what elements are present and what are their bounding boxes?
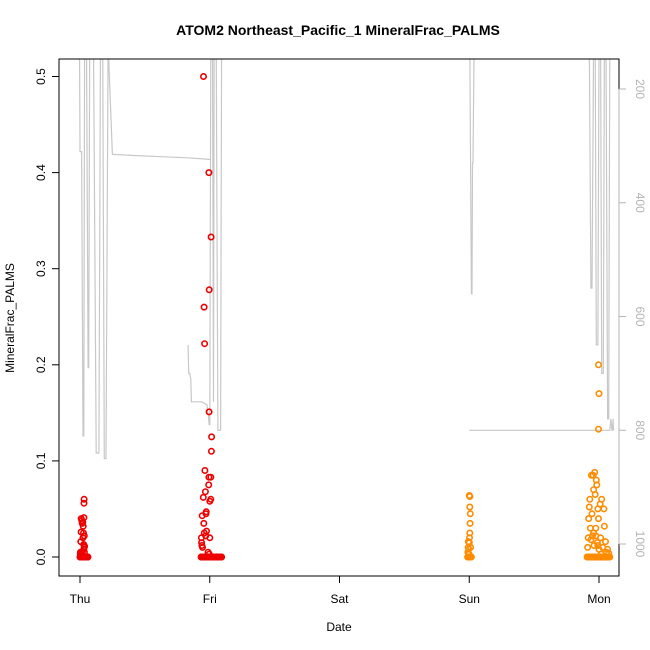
- data-point: [585, 503, 593, 511]
- data-point: [467, 543, 475, 551]
- data-point: [605, 549, 613, 557]
- data-point: [600, 522, 608, 530]
- altitude-line: [78, 59, 211, 460]
- data-point: [593, 539, 601, 547]
- data-point: [591, 490, 599, 498]
- data-point: [466, 519, 474, 527]
- data-point: [585, 515, 593, 523]
- data-point: [201, 466, 209, 474]
- data-point: [80, 495, 88, 503]
- y2-tick-label: 1000: [633, 531, 647, 558]
- data-point: [207, 473, 215, 481]
- data-point: [202, 508, 210, 516]
- data-point: [594, 361, 602, 369]
- data-point: [203, 527, 211, 535]
- y2-axis: 200 400 600 800 1000: [618, 79, 647, 558]
- data-point: [593, 481, 601, 489]
- y-tick-label: 0.1: [34, 452, 48, 469]
- data-point: [592, 532, 600, 540]
- data-point: [218, 553, 226, 561]
- y2-tick-label: 600: [633, 306, 647, 326]
- plot-frame: [58, 58, 620, 577]
- data-point: [601, 538, 609, 546]
- data-point: [594, 541, 602, 549]
- x-tick-label: Sat: [330, 592, 349, 606]
- altitude-line: [588, 59, 611, 420]
- y-tick-label: 0.2: [34, 356, 48, 373]
- y-tick-label: 0.4: [34, 164, 48, 181]
- data-point: [199, 493, 207, 501]
- data-point: [206, 534, 214, 542]
- data-point: [595, 390, 603, 398]
- data-point: [205, 169, 213, 177]
- data-point: [201, 488, 209, 496]
- data-point: [591, 468, 599, 476]
- data-point: [204, 548, 212, 556]
- data-point: [588, 510, 596, 518]
- altitude-line: [187, 59, 475, 431]
- data-point: [200, 73, 208, 81]
- x-axis-label: Date: [326, 620, 352, 634]
- data-point: [465, 550, 473, 558]
- data-point: [466, 503, 474, 511]
- data-point: [586, 495, 594, 503]
- y2-tick-label: 800: [633, 420, 647, 440]
- data-point: [208, 433, 216, 441]
- x-tick-label: Fri: [203, 592, 217, 606]
- x-tick-label: Thu: [70, 592, 91, 606]
- data-point: [466, 510, 474, 518]
- data-point: [584, 543, 592, 551]
- data-point: [199, 543, 207, 551]
- data-point: [594, 515, 602, 523]
- data-point: [587, 536, 595, 544]
- data-point: [466, 529, 474, 537]
- altitude-line: [469, 418, 615, 431]
- x-axis: Thu Fri Sat Sun Mon: [70, 575, 611, 606]
- data-point: [81, 542, 89, 550]
- data-point: [600, 505, 608, 513]
- x-tick-label: Sun: [459, 592, 480, 606]
- chart-title: ATOM2 Northeast_Pacific_1 MineralFrac_PA…: [176, 22, 500, 38]
- data-point: [205, 481, 213, 489]
- data-point: [84, 553, 92, 561]
- y-tick-label: 0.5: [34, 68, 48, 85]
- data-point: [200, 519, 208, 527]
- data-point: [80, 499, 88, 507]
- data-point: [604, 545, 612, 553]
- data-point: [207, 447, 215, 455]
- y2-tick-label: 400: [633, 193, 647, 213]
- y-tick-label: 0.0: [34, 548, 48, 565]
- y2-tick-label: 200: [633, 79, 647, 99]
- data-point: [594, 425, 602, 433]
- data-point: [201, 340, 209, 348]
- data-point: [205, 286, 213, 294]
- data-point: [80, 532, 88, 540]
- data-point: [598, 495, 606, 503]
- y-tick-label: 0.3: [34, 260, 48, 277]
- data-point: [207, 495, 215, 503]
- data-point: [200, 303, 208, 311]
- y-axis-label: MineralFrac_PALMS: [3, 263, 17, 373]
- data-point: [606, 553, 614, 561]
- data-point: [597, 550, 605, 558]
- data-point: [207, 233, 215, 241]
- x-tick-label: Mon: [587, 592, 610, 606]
- data-point: [79, 522, 87, 530]
- data-point: [80, 514, 88, 522]
- y-axis: 0.0 0.1 0.2 0.3 0.4 0.5: [34, 68, 60, 565]
- data-point: [205, 408, 213, 416]
- data-point: [466, 492, 474, 500]
